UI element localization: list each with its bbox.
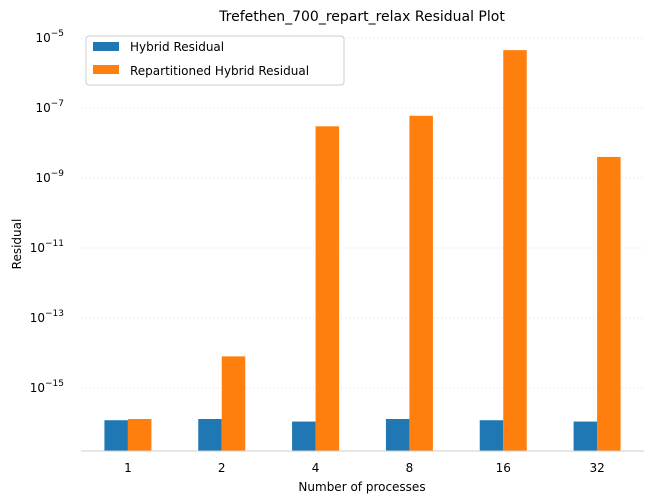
bar-repartitioned-16 xyxy=(503,50,527,451)
bar-repartitioned-1 xyxy=(127,419,152,451)
bar-hybrid-32 xyxy=(573,421,598,451)
x-tick-label: 1 xyxy=(124,461,132,475)
x-tick-label: 16 xyxy=(496,461,511,475)
bar-repartitioned-32 xyxy=(597,156,621,451)
grid-lines xyxy=(81,37,644,389)
x-tick-label: 8 xyxy=(406,461,414,475)
y-axis-label: Residual xyxy=(10,219,24,270)
legend-label-hybrid: Hybrid Residual xyxy=(130,40,224,54)
y-tick-label: 10−15 xyxy=(30,379,64,395)
bars xyxy=(104,50,621,452)
bar-hybrid-1 xyxy=(104,420,128,451)
bar-hybrid-4 xyxy=(292,421,316,451)
y-tick-label: 10−11 xyxy=(30,239,64,255)
y-tick-label: 10−13 xyxy=(30,309,64,325)
legend-swatch-hybrid xyxy=(93,42,119,51)
y-tick-label: 10−7 xyxy=(35,99,64,115)
bar-hybrid-2 xyxy=(198,419,222,451)
bar-hybrid-16 xyxy=(479,420,504,451)
bar-repartitioned-8 xyxy=(409,115,433,451)
x-tick-label: 2 xyxy=(218,461,226,475)
chart-title: Trefethen_700_repart_relax Residual Plot xyxy=(218,9,505,25)
x-axis-label: Number of processes xyxy=(298,480,425,494)
legend: Hybrid Residual Repartitioned Hybrid Res… xyxy=(85,35,345,86)
y-tick-label: 10−9 xyxy=(35,169,64,185)
bar-repartitioned-2 xyxy=(221,356,246,451)
x-tick-label: 4 xyxy=(312,461,320,475)
y-tick-labels: 10−5 10−7 10−9 10−11 10−13 10−15 xyxy=(30,29,65,395)
x-tick-labels: 1 2 4 8 16 32 xyxy=(124,461,605,475)
legend-label-repartitioned: Repartitioned Hybrid Residual xyxy=(130,64,309,78)
bar-hybrid-8 xyxy=(385,419,410,451)
bar-repartitioned-4 xyxy=(315,126,340,452)
y-tick-label: 10−5 xyxy=(35,29,64,45)
legend-frame xyxy=(85,35,345,86)
x-tick-label: 32 xyxy=(589,461,604,475)
legend-swatch-repartitioned xyxy=(93,65,119,74)
